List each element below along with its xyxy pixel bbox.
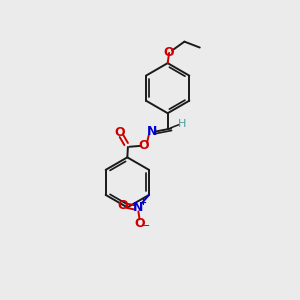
Text: O: O (134, 217, 145, 230)
Text: O: O (164, 46, 175, 59)
Text: N: N (133, 201, 143, 214)
Text: +: + (139, 198, 146, 207)
Text: O: O (139, 139, 149, 152)
Text: O: O (114, 126, 125, 140)
Text: −: − (140, 221, 150, 231)
Text: N: N (147, 125, 158, 138)
Text: O: O (118, 199, 128, 212)
Text: H: H (178, 119, 186, 129)
